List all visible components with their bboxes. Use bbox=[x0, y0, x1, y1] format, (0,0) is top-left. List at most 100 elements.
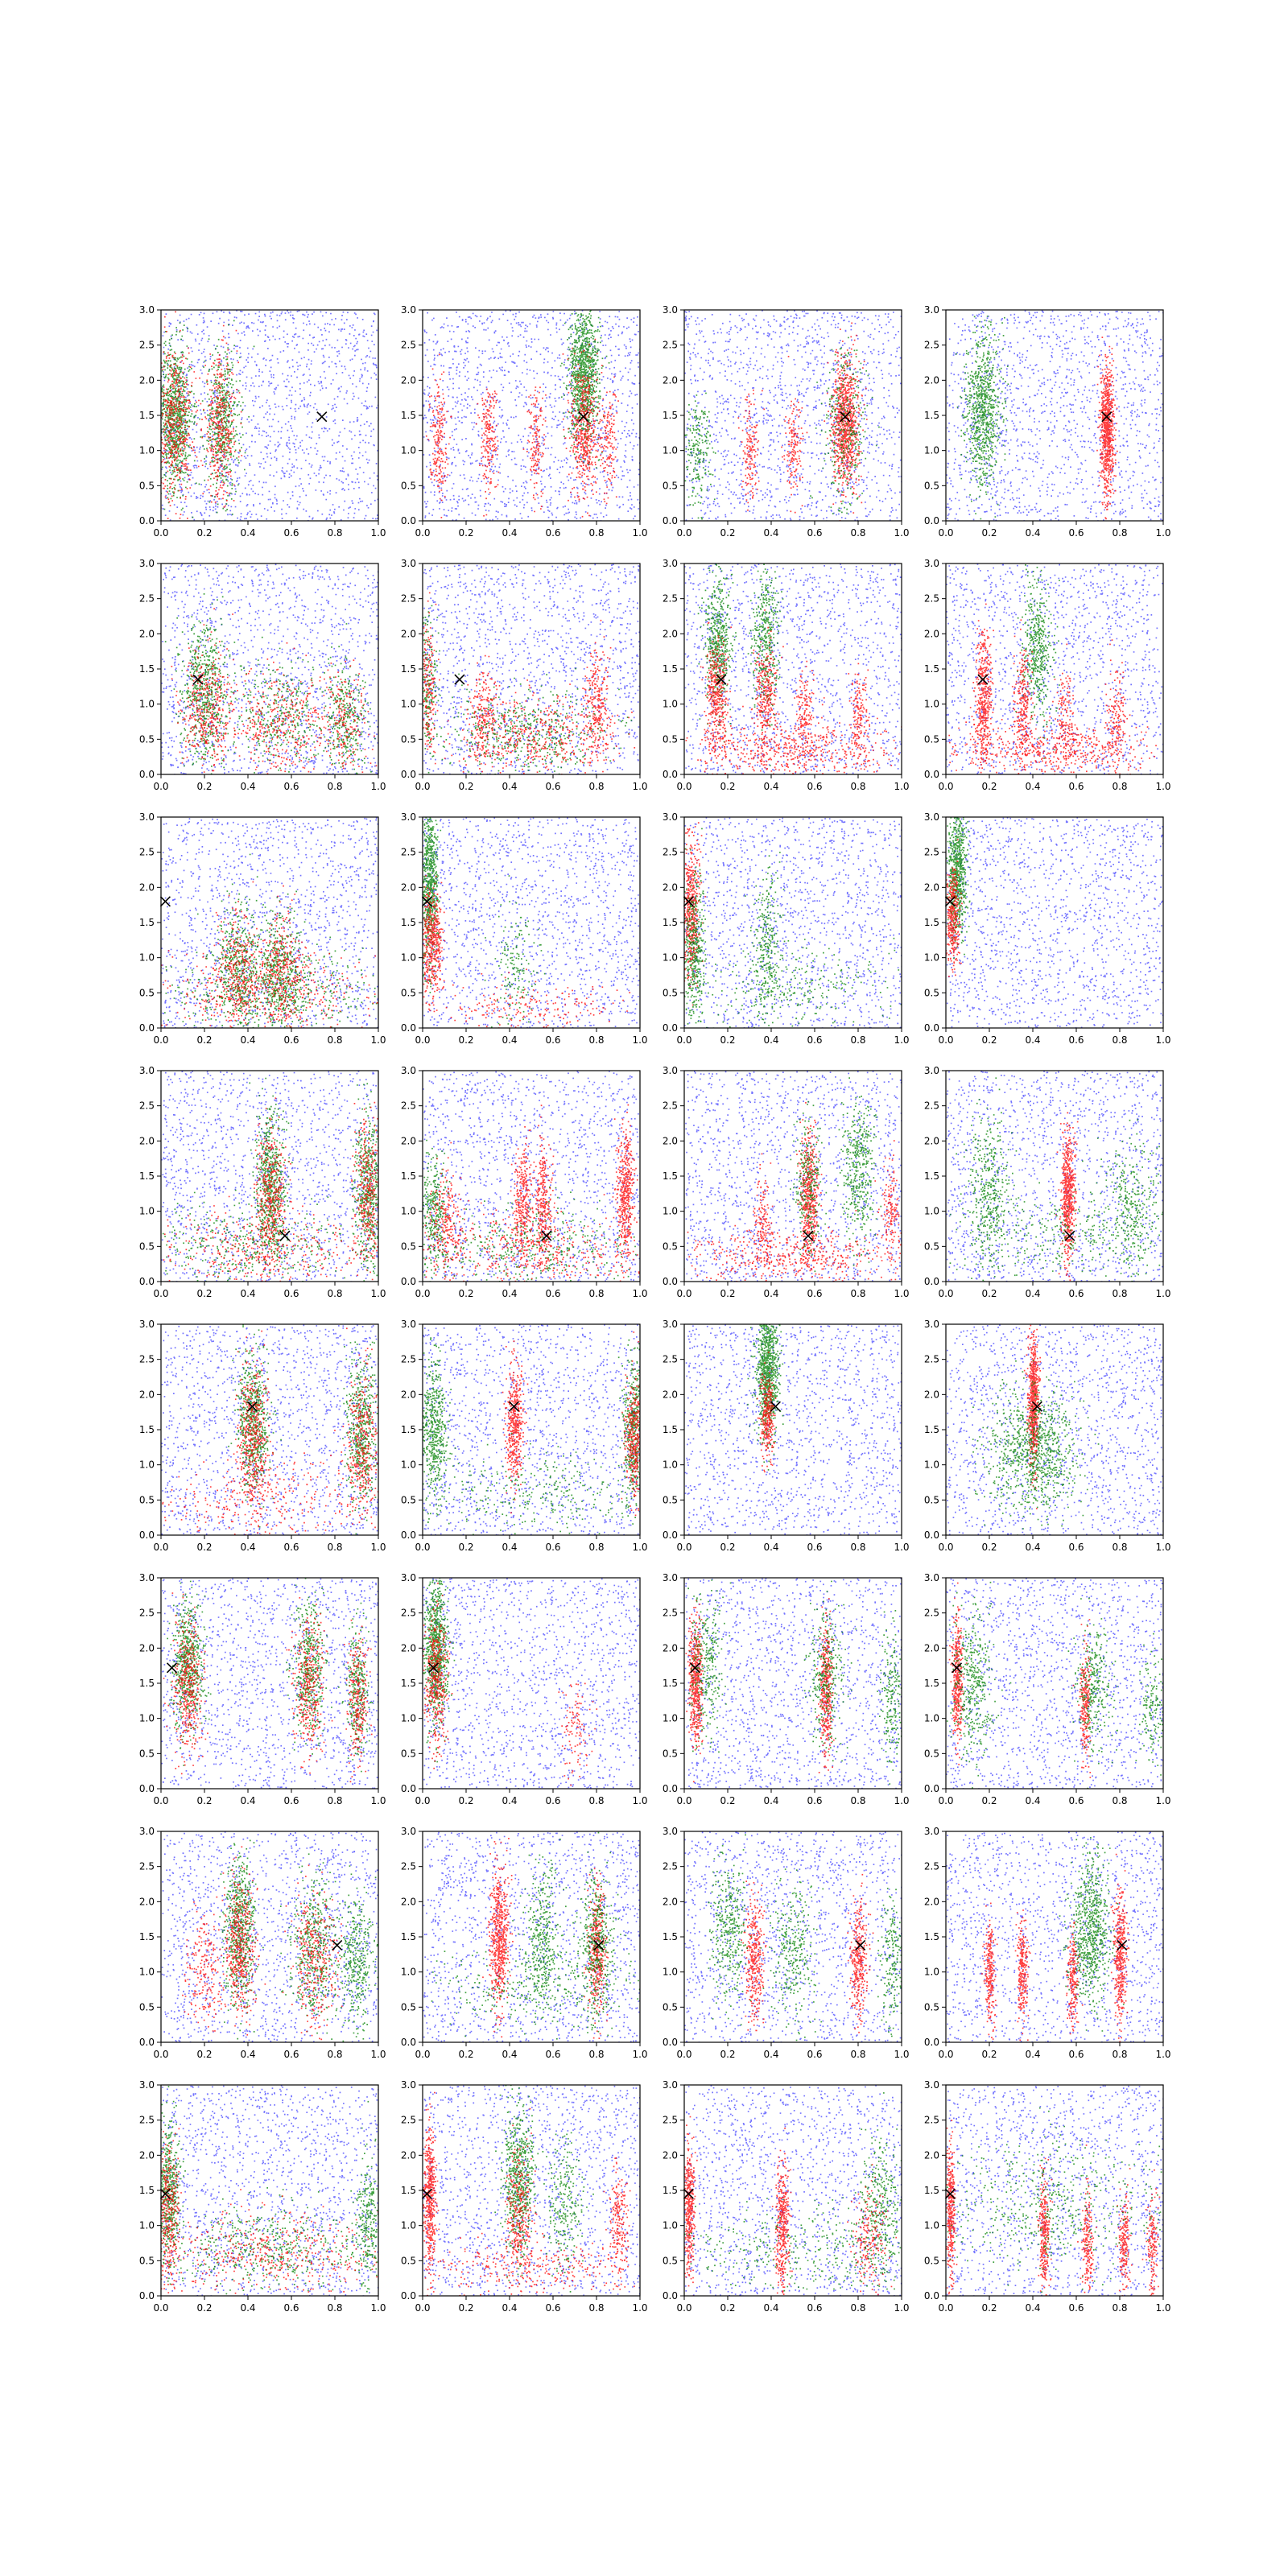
x-tick-label: 0.6 bbox=[807, 2049, 822, 2060]
y-tick-label: 3.0 bbox=[139, 1319, 155, 1330]
series-blue-points bbox=[423, 1578, 641, 1790]
cluster-red-2 bbox=[1111, 1854, 1130, 2045]
y-tick-label: 1.5 bbox=[139, 1424, 155, 1435]
y-tick-label: 3.0 bbox=[924, 304, 939, 316]
y-tick-label: 1.0 bbox=[401, 1459, 416, 1471]
panel-r3-c2: 0.0 0.2 0.4 0.6 0.8 1.00.00.51.01.52.02.53.0 bbox=[401, 758, 656, 1046]
y-tick-label: 0.5 bbox=[924, 2001, 939, 2013]
cluster-green-2 bbox=[677, 1566, 731, 1752]
cluster-red-4 bbox=[476, 389, 499, 535]
x-tick-label: 1.0 bbox=[1155, 1034, 1170, 1046]
x-tick-label: 0.0 bbox=[676, 781, 691, 792]
y-tick-label: 3.0 bbox=[663, 1065, 678, 1076]
scatter-points bbox=[684, 1255, 902, 1537]
y-tick-label: 0.0 bbox=[663, 2037, 678, 2048]
x-tick-label: 0.4 bbox=[240, 1288, 255, 1299]
y-tick-label: 1.5 bbox=[924, 663, 939, 675]
scatter-points bbox=[943, 763, 1164, 1029]
y-tick-label: 0.5 bbox=[924, 987, 939, 998]
y-tick-label: 0.0 bbox=[663, 2290, 678, 2301]
x-tick-label: 0.4 bbox=[763, 1034, 778, 1046]
panel-r4-c1: 0.0 0.2 0.4 0.6 0.8 1.00.00.51.01.52.02.53.0 bbox=[65, 1059, 427, 1326]
y-tick-label: 2.0 bbox=[663, 374, 678, 386]
x-tick-label: 1.0 bbox=[894, 527, 909, 539]
y-tick-label: 1.0 bbox=[663, 699, 678, 710]
series-blue-points bbox=[423, 1324, 641, 1537]
panel-r8-c3: 0.0 0.2 0.4 0.6 0.8 1.00.00.51.01.52.02.53.0 bbox=[598, 2079, 944, 2316]
x-tick-label: 0.8 bbox=[1112, 1288, 1127, 1299]
x-tick-label: 0.2 bbox=[196, 1034, 212, 1046]
x-tick-label: 0.6 bbox=[1068, 527, 1084, 539]
y-tick-label: 0.0 bbox=[924, 515, 939, 526]
x-tick-label: 0.4 bbox=[240, 527, 255, 539]
series-blue-points bbox=[946, 1578, 1165, 1790]
y-tick-label: 1.5 bbox=[663, 2185, 678, 2196]
axes-frame bbox=[161, 2085, 378, 2296]
y-tick-label: 2.5 bbox=[401, 2115, 416, 2126]
panel-r8-c2: 0.0 0.2 0.4 0.6 0.8 1.00.00.51.01.52.02.53.0 bbox=[386, 2054, 667, 2315]
y-tick-label: 0.5 bbox=[924, 1241, 939, 1252]
axes-frame bbox=[161, 310, 378, 521]
cluster-red-5 bbox=[1104, 639, 1131, 777]
cluster-green-4 bbox=[634, 924, 952, 1038]
y-tick-label: 2.5 bbox=[139, 1354, 155, 1365]
y-tick-label: 2.0 bbox=[401, 1135, 416, 1146]
panel-r7-c4: 0.0 0.2 0.4 0.6 0.8 1.00.00.51.01.52.02.53.0 bbox=[924, 1826, 1171, 2060]
y-tick-label: 2.5 bbox=[401, 1608, 416, 1619]
y-tick-label: 3.0 bbox=[924, 1572, 939, 1583]
x-tick-label: 0.2 bbox=[981, 2302, 997, 2314]
y-tick-label: 2.0 bbox=[139, 1389, 155, 1400]
y-tick-label: 3.0 bbox=[401, 2079, 416, 2091]
x-tick-label: 0.2 bbox=[720, 1288, 735, 1299]
y-tick-label: 1.0 bbox=[924, 1967, 939, 1978]
panel-r2-c2: 0.0 0.2 0.4 0.6 0.8 1.00.00.51.01.52.02.53.0 bbox=[400, 558, 683, 819]
y-tick-label: 2.0 bbox=[401, 881, 416, 893]
x-tick-label: 0.0 bbox=[415, 2049, 430, 2060]
y-tick-label: 0.5 bbox=[663, 2255, 678, 2266]
x-tick-label: 0.8 bbox=[588, 1288, 604, 1299]
y-tick-label: 1.0 bbox=[139, 445, 155, 456]
y-tick-label: 1.0 bbox=[139, 1713, 155, 1724]
y-tick-label: 0.0 bbox=[401, 1783, 416, 1794]
y-tick-label: 0.0 bbox=[139, 2290, 155, 2301]
x-tick-label: 0.0 bbox=[415, 1288, 430, 1299]
x-tick-label: 0.2 bbox=[458, 781, 473, 792]
y-tick-label: 1.5 bbox=[663, 1931, 678, 1942]
x-tick-label: 0.6 bbox=[283, 2049, 299, 2060]
x-tick-label: 0.8 bbox=[1112, 527, 1127, 539]
y-tick-label: 0.0 bbox=[663, 1783, 678, 1794]
x-tick-label: 1.0 bbox=[632, 1795, 647, 1806]
x-tick-label: 0.4 bbox=[240, 2049, 255, 2060]
y-tick-label: 2.5 bbox=[924, 847, 939, 858]
x-tick-label: 1.0 bbox=[370, 1034, 386, 1046]
y-tick-label: 0.0 bbox=[139, 515, 155, 526]
y-tick-label: 1.0 bbox=[139, 1967, 155, 1978]
cluster-red-1 bbox=[824, 323, 867, 528]
x-tick-label: 1.0 bbox=[370, 781, 386, 792]
x-tick-label: 0.4 bbox=[502, 1288, 517, 1299]
x-tick-label: 1.0 bbox=[632, 1542, 647, 1553]
cluster-red-1 bbox=[1096, 336, 1118, 528]
cluster-green-3 bbox=[236, 891, 312, 1041]
x-tick-label: 1.0 bbox=[1155, 2049, 1170, 2060]
y-tick-label: 1.5 bbox=[401, 1170, 416, 1182]
x-tick-label: 1.0 bbox=[632, 1288, 647, 1299]
x-tick-label: 0.6 bbox=[545, 2302, 560, 2314]
x-tick-label: 0.2 bbox=[981, 527, 997, 539]
scatter-points bbox=[147, 295, 380, 551]
y-tick-label: 2.5 bbox=[924, 1861, 939, 1872]
x-tick-label: 0.4 bbox=[240, 1034, 255, 1046]
y-tick-label: 3.0 bbox=[663, 2079, 678, 2091]
x-tick-label: 0.0 bbox=[153, 1034, 168, 1046]
y-tick-label: 0.0 bbox=[401, 1276, 416, 1287]
x-tick-label: 0.8 bbox=[1112, 1034, 1127, 1046]
x-tick-label: 0.8 bbox=[850, 2302, 865, 2314]
panel-r6-c2: 0.0 0.2 0.4 0.6 0.8 1.00.00.51.01.52.02.53.0 bbox=[401, 1519, 648, 1806]
x-tick-label: 0.8 bbox=[1112, 2302, 1127, 2314]
y-tick-label: 2.5 bbox=[663, 1100, 678, 1112]
y-tick-label: 0.0 bbox=[139, 769, 155, 780]
axes-frame bbox=[423, 1071, 640, 1282]
y-tick-label: 0.5 bbox=[663, 1241, 678, 1252]
x-tick-label: 0.2 bbox=[981, 781, 997, 792]
y-tick-label: 0.5 bbox=[139, 2255, 155, 2266]
